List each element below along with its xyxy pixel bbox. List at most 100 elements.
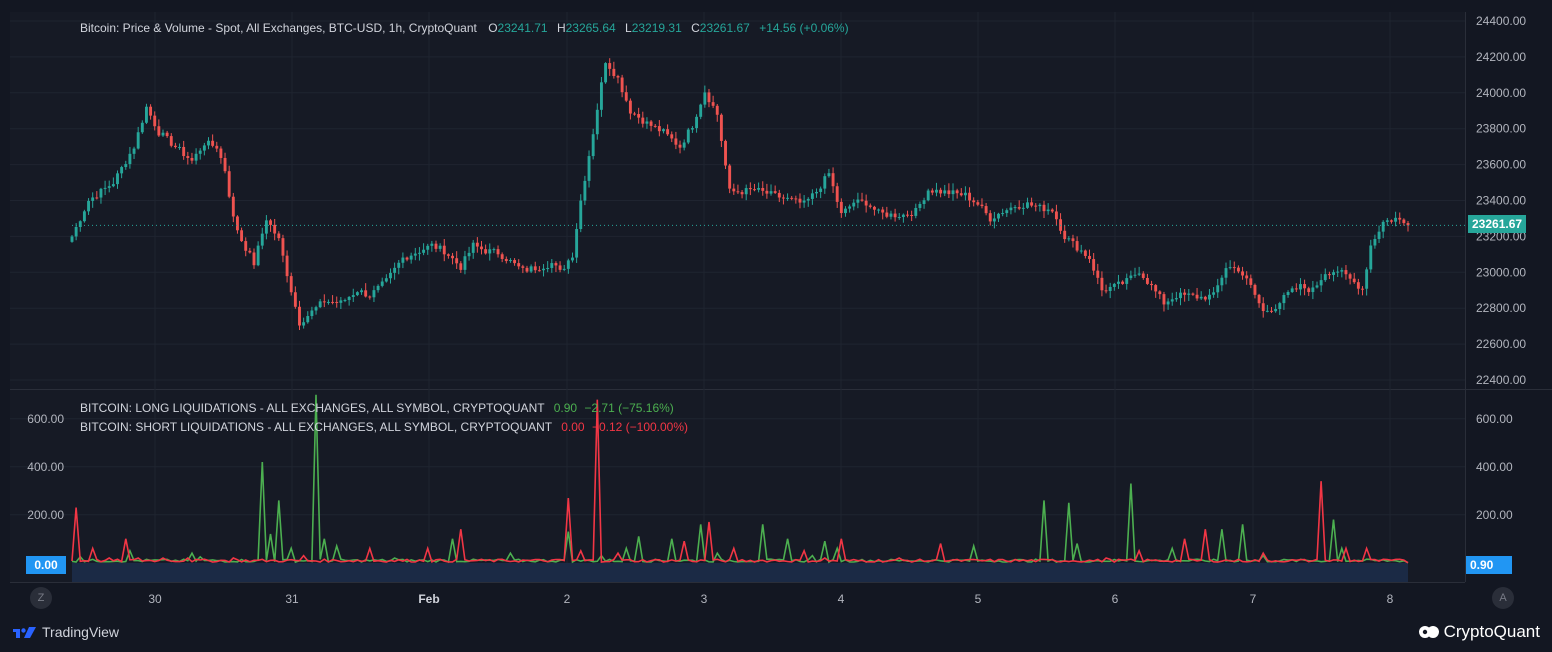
candle-body (918, 203, 922, 208)
candle-body (1141, 273, 1145, 278)
liq-pane-bg (10, 390, 1465, 582)
candle-body (1232, 267, 1236, 269)
candle (1046, 203, 1050, 215)
candle-body (819, 188, 823, 192)
candle-body (475, 242, 479, 247)
candle-body (405, 257, 409, 260)
candle-body (289, 276, 293, 293)
candle (1187, 289, 1191, 302)
candle (1216, 278, 1220, 298)
footer: TradingView CryptoQuant (0, 614, 1552, 652)
candle-body (1212, 292, 1216, 295)
candle (314, 305, 318, 315)
candle (1286, 290, 1290, 298)
candle (1100, 271, 1104, 297)
tradingview-logo[interactable]: TradingView (12, 624, 119, 640)
candle-body (682, 142, 686, 148)
candle (91, 192, 95, 208)
candle (757, 182, 761, 193)
long-liq-title: BITCOIN: LONG LIQUIDATIONS - ALL EXCHANG… (80, 401, 545, 415)
candle-body (1390, 220, 1393, 222)
candle-body (922, 200, 926, 204)
candle (471, 239, 475, 259)
candle (951, 183, 955, 201)
candle (1228, 260, 1232, 270)
candle-body (1315, 285, 1319, 288)
candle-body (186, 156, 190, 158)
candle (748, 182, 752, 196)
candle (802, 195, 806, 208)
auto-scale-button[interactable]: A (1492, 587, 1514, 609)
candle-body (674, 138, 678, 145)
candle-body (219, 148, 223, 158)
candle-body (211, 140, 215, 146)
candle (844, 206, 847, 217)
candle-body (972, 200, 976, 203)
candle-body (480, 246, 483, 250)
candle-body (1030, 202, 1034, 206)
candle (318, 298, 322, 309)
candle-body (1088, 255, 1091, 260)
candle-body (657, 126, 661, 132)
short-liq-value: 0.00 (561, 420, 585, 434)
long-liq-legend: BITCOIN: LONG LIQUIDATIONS - ALL EXCHANG… (80, 401, 674, 415)
candle (719, 113, 723, 148)
candle-body (1261, 303, 1265, 312)
candle (703, 85, 707, 108)
candle-body (434, 243, 438, 249)
candle (310, 306, 314, 320)
candle (513, 258, 517, 266)
candle (446, 253, 450, 259)
candle (868, 203, 872, 209)
candle-body (1336, 271, 1340, 273)
candle (1224, 262, 1228, 285)
candle (322, 294, 326, 308)
candle-body (202, 145, 206, 151)
candle-body (430, 243, 434, 246)
candle-body (558, 265, 562, 270)
candle (1319, 273, 1323, 293)
candle (409, 252, 413, 264)
candle-body (521, 266, 525, 268)
candle-body (645, 121, 649, 124)
candle-body (529, 266, 533, 272)
candle (1402, 218, 1406, 226)
candle (1108, 282, 1112, 299)
candle-body (215, 145, 219, 149)
candle (529, 264, 533, 274)
candle (438, 243, 442, 252)
candle (157, 119, 161, 137)
candle-body (1154, 285, 1158, 292)
candle-body (798, 198, 802, 203)
candle (413, 247, 417, 261)
candle (178, 143, 181, 150)
candle-body (877, 209, 881, 211)
candle (649, 119, 653, 132)
candle-body (868, 205, 872, 207)
candle (653, 123, 657, 128)
candle (542, 264, 545, 277)
candle-body (401, 257, 405, 263)
candle-body (616, 76, 620, 78)
candle (856, 192, 860, 209)
candle (231, 192, 235, 223)
candle (1352, 272, 1356, 284)
candle (794, 195, 798, 204)
candle (761, 181, 765, 196)
candle-body (930, 190, 934, 193)
candle (1170, 292, 1174, 306)
candle-body (1100, 277, 1104, 291)
low-label: L (625, 21, 632, 35)
candle-body (285, 255, 289, 277)
candle (1174, 291, 1178, 302)
candle (901, 213, 905, 223)
candle-body (132, 148, 136, 154)
candle-body (1009, 207, 1013, 211)
candle (781, 194, 785, 205)
candle-body (318, 301, 322, 308)
candle (1278, 301, 1282, 316)
candle-body (281, 238, 285, 256)
chart-canvas[interactable]: 24400.0024200.0024000.0023800.0023600.00… (0, 0, 1552, 614)
zoom-reset-button[interactable]: Z (30, 587, 52, 609)
